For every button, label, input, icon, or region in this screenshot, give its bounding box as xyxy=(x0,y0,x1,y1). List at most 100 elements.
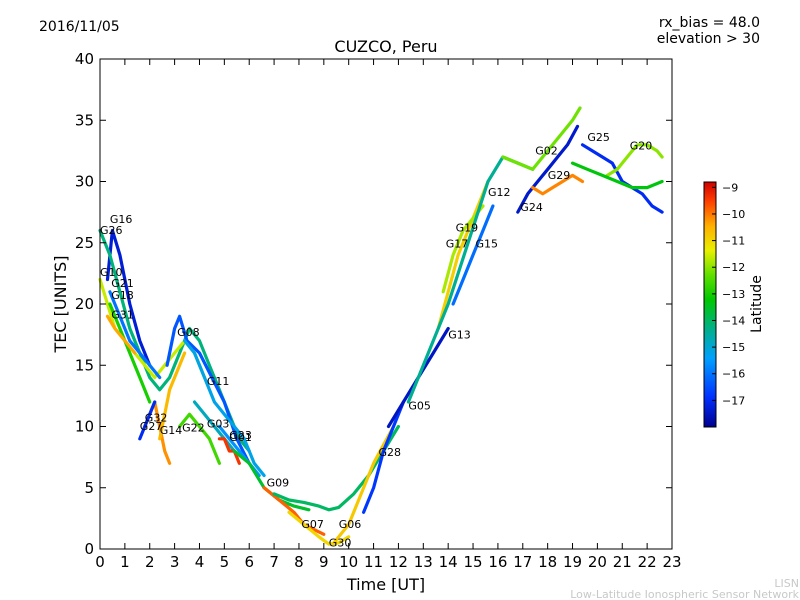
x-tick-label: 16 xyxy=(488,553,507,571)
annotation-g23: G23 xyxy=(229,429,252,442)
colorbar-tick-label: −14 xyxy=(722,314,745,327)
x-tick-label: 2 xyxy=(145,553,155,571)
x-tick-label: 20 xyxy=(588,553,607,571)
colorbar-tick-label: −13 xyxy=(722,288,745,301)
x-tick-label: 1 xyxy=(120,553,130,571)
colorbar-tick-label: −17 xyxy=(722,394,745,407)
x-tick-label: 6 xyxy=(244,553,254,571)
series-line-g29 xyxy=(531,173,585,196)
series-line-g27 xyxy=(138,400,157,441)
annotation-g29: G29 xyxy=(548,169,571,182)
series-line-g17 xyxy=(436,179,490,331)
footer-network: Low-Latitude Ionospheric Sensor Network xyxy=(570,588,799,600)
colorbar-label: Latitude xyxy=(749,275,765,333)
annotation-g08: G08 xyxy=(177,326,200,339)
rx-bias-label: rx_bias = 48.0 xyxy=(659,15,760,31)
series-line-g30 xyxy=(287,510,351,546)
annotation-g22: G22 xyxy=(182,421,205,434)
annotation-g13: G13 xyxy=(448,328,471,341)
annotation-g25: G25 xyxy=(587,131,610,144)
annotation-g07: G07 xyxy=(301,518,324,531)
colorbar xyxy=(703,181,717,428)
x-tick-label: 12 xyxy=(389,553,408,571)
x-tick-label: 22 xyxy=(638,553,657,571)
annotation-g21: G21 xyxy=(111,277,134,290)
plot-frame xyxy=(99,58,673,550)
x-tick-label: 17 xyxy=(513,553,532,571)
elevation-label: elevation > 30 xyxy=(657,31,760,47)
footer-lisn: LISN xyxy=(774,577,799,590)
annotation-g24: G24 xyxy=(520,201,543,214)
y-axis-label: TEC [UNITS] xyxy=(51,256,70,354)
annotation-g32: G32 xyxy=(145,412,168,425)
annotation-g09: G09 xyxy=(267,477,290,490)
series-line-g18 xyxy=(108,302,152,404)
series-line-g20 xyxy=(605,143,664,177)
series-line-g05 xyxy=(362,400,405,514)
annotation-g31: G31 xyxy=(111,309,134,322)
date-label: 2016/11/05 xyxy=(39,19,120,35)
annotation-g05: G05 xyxy=(408,399,431,412)
colorbar-tick-label: −10 xyxy=(722,208,745,221)
x-axis-label: Time [UT] xyxy=(346,575,425,594)
annotation-g12: G12 xyxy=(488,186,511,199)
series-line-g15 xyxy=(451,204,495,306)
annotation-g27: G27 xyxy=(140,420,163,433)
y-tick-label: 15 xyxy=(75,356,94,374)
colorbar-tick-label: −11 xyxy=(722,235,745,248)
series-line-g21 xyxy=(108,290,162,380)
annotation-g15: G15 xyxy=(476,238,499,251)
series-line-g28 xyxy=(332,424,396,545)
series-line-g22 xyxy=(178,412,221,465)
x-tick-label: 13 xyxy=(414,553,433,571)
series-line-g31 xyxy=(105,314,137,355)
x-tick-label: 19 xyxy=(563,553,582,571)
colorbar-tick-label: −12 xyxy=(722,261,745,274)
y-tick-label: 35 xyxy=(75,111,94,129)
y-tick-label: 40 xyxy=(75,50,94,68)
annotation-g03: G03 xyxy=(207,418,230,431)
annotation-g11: G11 xyxy=(207,375,230,388)
annotation-g18: G18 xyxy=(111,289,134,302)
x-tick-label: 18 xyxy=(538,553,557,571)
annotation-g28: G28 xyxy=(379,446,402,459)
x-tick-label: 3 xyxy=(170,553,180,571)
x-tick-label: 0 xyxy=(95,553,105,571)
x-tick-label: 23 xyxy=(662,553,681,571)
x-tick-label: 8 xyxy=(294,553,304,571)
y-tick-label: 10 xyxy=(75,418,94,436)
colorbar-ticks: −9 −10 −11 −12 −13 −14 −15 −16 −17 xyxy=(712,181,745,407)
series-line-g16 xyxy=(105,228,152,367)
series-line-g02 xyxy=(501,106,582,171)
annotation-g26: G26 xyxy=(100,224,123,237)
chart-title: CUZCO, Peru xyxy=(334,37,437,56)
x-axis-ticks: 0 1 2 3 4 5 6 7 8 9 10 11 12 13 14 15 16 17 18 19 20 21 22 23 xyxy=(95,59,682,571)
y-axis-ticks: 0 5 10 15 20 25 30 35 40 xyxy=(75,50,672,558)
x-tick-label: 15 xyxy=(463,553,482,571)
y-tick-label: 30 xyxy=(75,173,94,191)
y-tick-label: 0 xyxy=(84,540,94,558)
series-line-g06 xyxy=(272,424,400,512)
annotation-g19: G19 xyxy=(456,222,479,235)
colorbar-tick-label: −15 xyxy=(722,341,745,354)
x-tick-label: 21 xyxy=(613,553,632,571)
y-tick-label: 20 xyxy=(75,295,94,313)
annotation-g17: G17 xyxy=(446,238,469,251)
series-line-g25 xyxy=(580,143,664,214)
annotation-g06: G06 xyxy=(339,518,362,531)
series-line-g11 xyxy=(183,339,266,478)
colorbar-tick-label: −16 xyxy=(722,368,745,381)
annotation-g01: G01 xyxy=(229,431,252,444)
annotation-g20: G20 xyxy=(630,140,653,153)
annotation-g30: G30 xyxy=(329,537,352,550)
series-layer xyxy=(98,106,664,546)
y-tick-label: 25 xyxy=(75,234,94,252)
x-tick-label: 4 xyxy=(195,553,205,571)
x-tick-label: 9 xyxy=(319,553,329,571)
series-line-g04 xyxy=(570,161,664,190)
x-tick-label: 7 xyxy=(269,553,279,571)
y-tick-label: 5 xyxy=(84,479,94,497)
x-tick-label: 10 xyxy=(339,553,358,571)
